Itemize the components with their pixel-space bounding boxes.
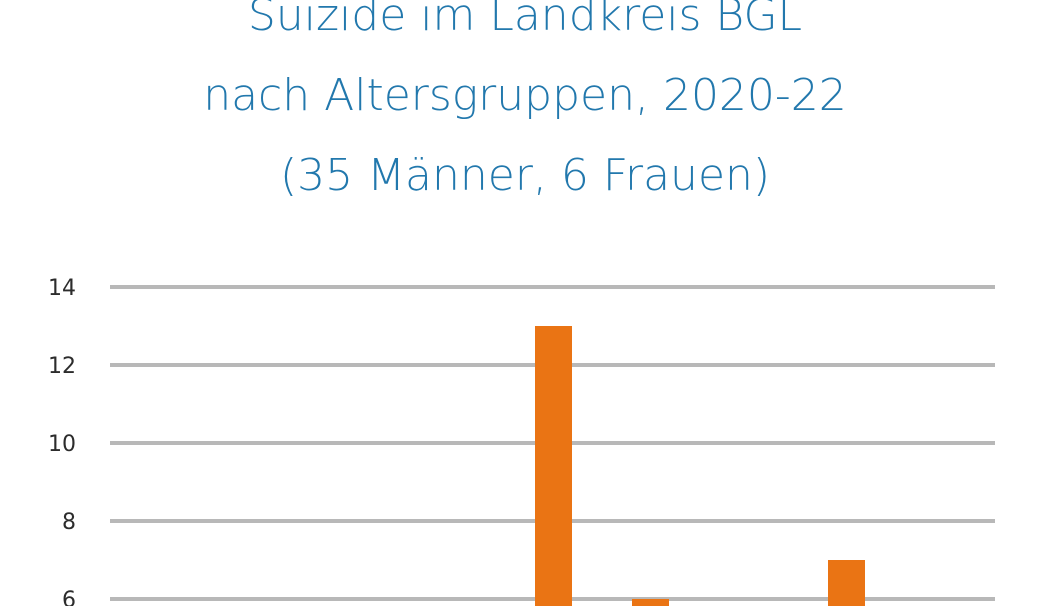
bar-1 — [535, 326, 572, 606]
y-tick-label: 8 — [62, 510, 76, 535]
bar-2 — [632, 599, 669, 606]
title-line-1: Suizide im Landkreis BGL — [247, 0, 803, 41]
bars — [535, 326, 865, 606]
bar-3 — [828, 560, 865, 606]
y-tick-label: 14 — [48, 276, 76, 301]
y-axis-ticks: 6 8 10 12 14 — [48, 276, 76, 606]
y-tick-label: 6 — [62, 588, 76, 606]
title-line-2: nach Altersgruppen, 2020-22 — [203, 70, 847, 121]
title-line-3: (35 Männer, 6 Frauen) — [279, 150, 771, 201]
y-tick-label: 12 — [48, 354, 76, 379]
y-tick-label: 10 — [48, 432, 76, 457]
